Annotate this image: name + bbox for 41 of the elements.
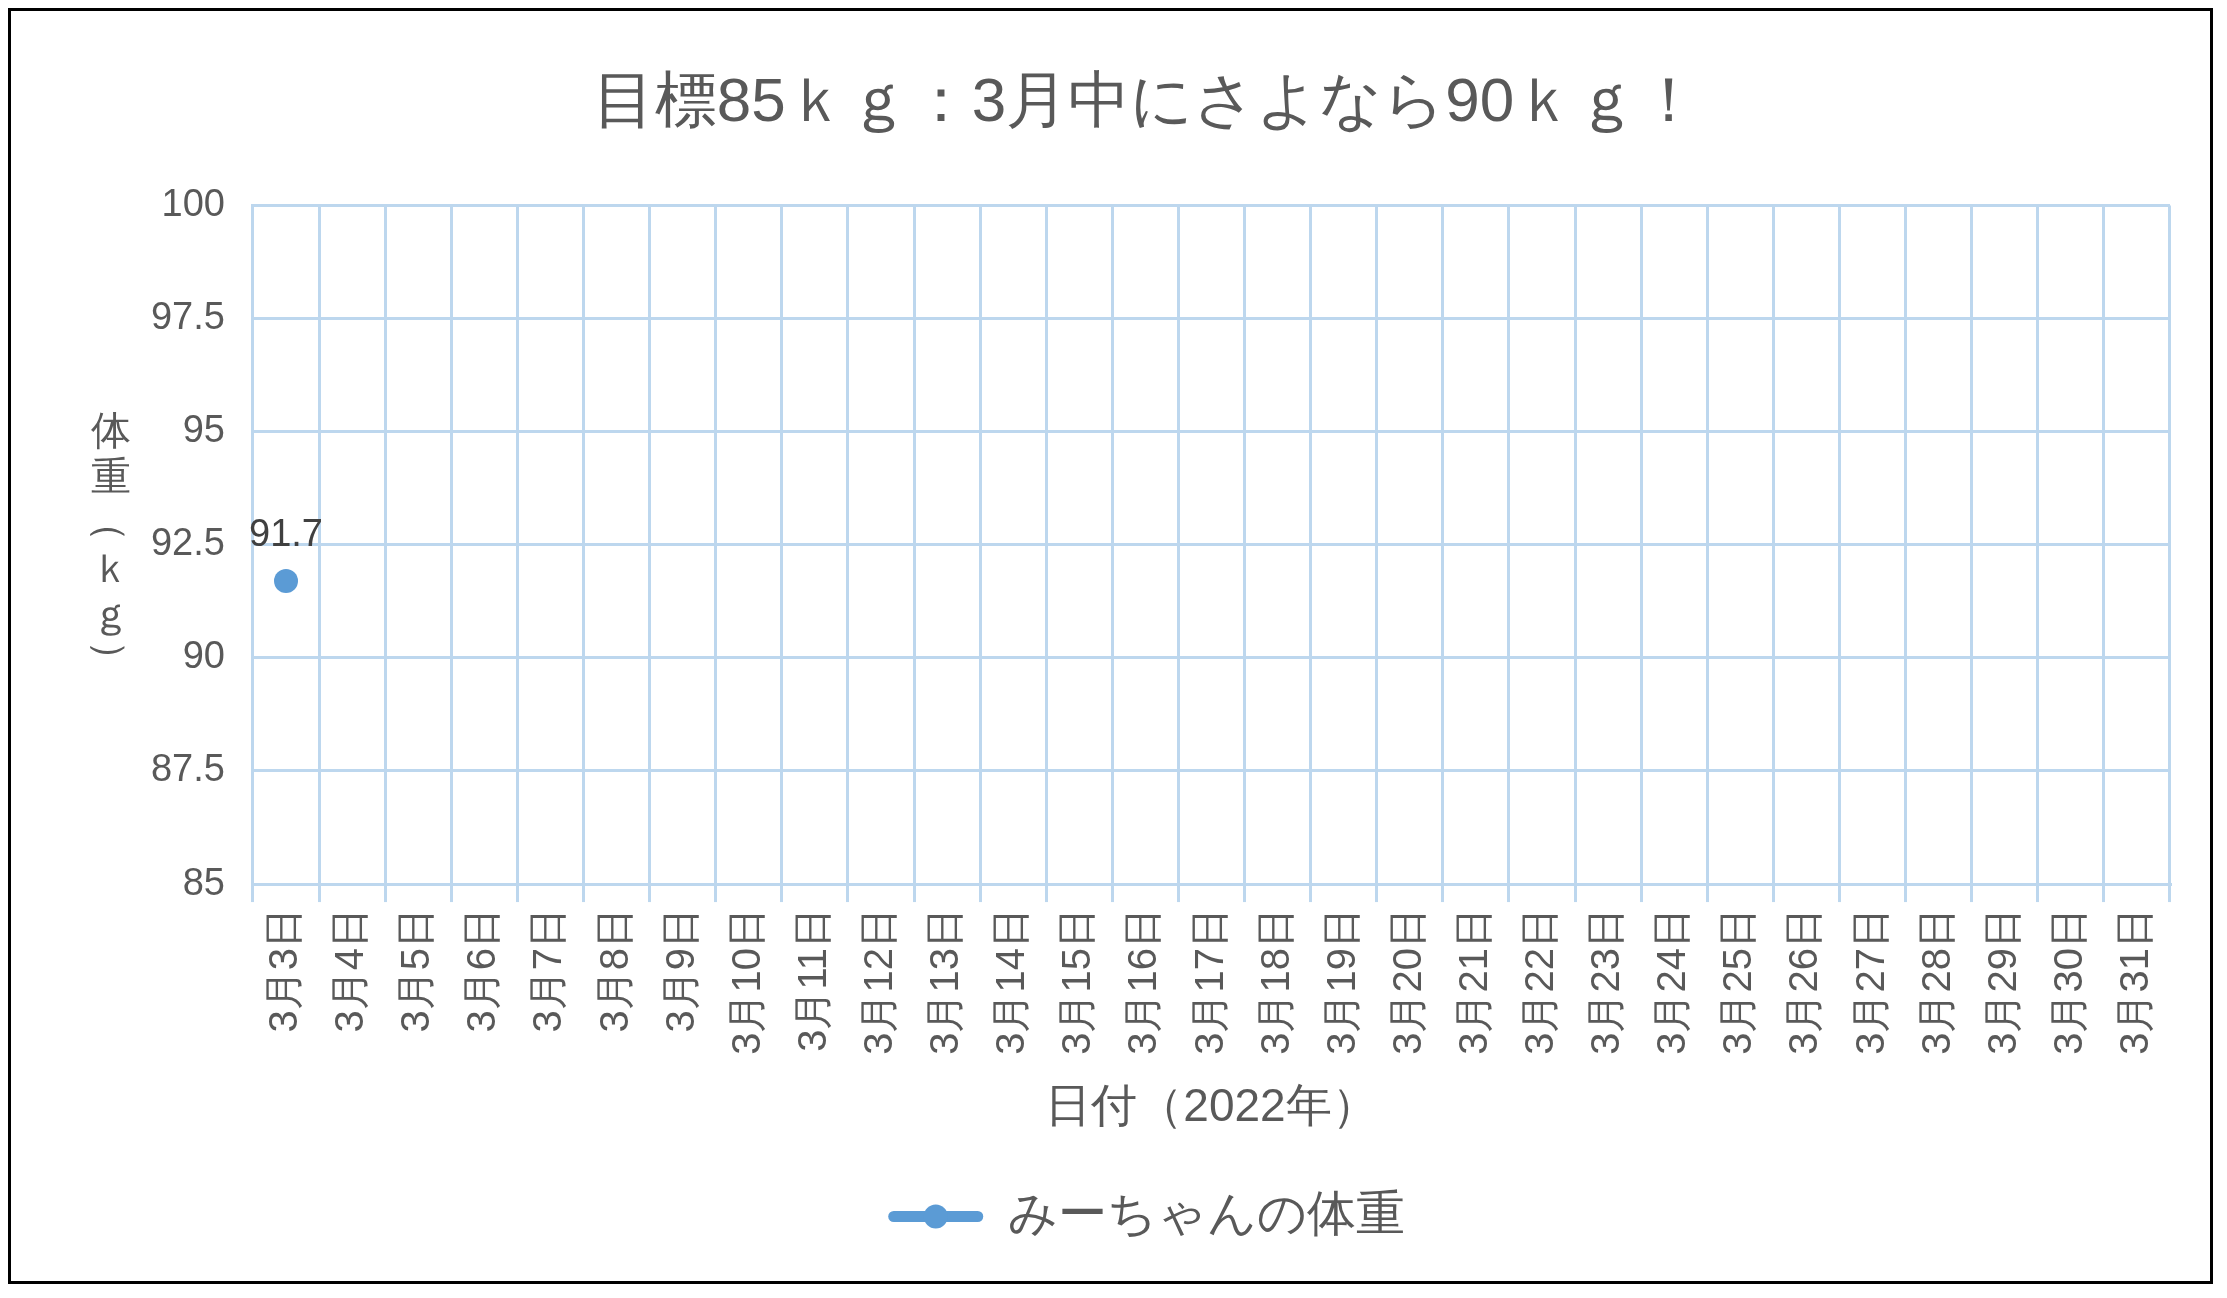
x-tick-label: 3月29日 [1979, 908, 2024, 1055]
y-tick-label: 87.5 [150, 747, 225, 790]
y-tick-label: 90 [182, 634, 225, 677]
x-tick-label: 3月31日 [2111, 908, 2156, 1055]
x-tick-label: 3月9日 [657, 908, 702, 1033]
data-label: 91.7 [249, 512, 323, 555]
x-tick-label: 3月4日 [327, 908, 372, 1033]
y-tick-label: 95 [182, 408, 225, 451]
x-tick-label: 3月6日 [459, 908, 504, 1033]
x-tick-label: 3月27日 [1847, 908, 1892, 1055]
x-tick-label: 3月3日 [261, 908, 306, 1033]
x-tick-label: 3月13日 [922, 908, 967, 1055]
chart-title: 目標85ｋｇ：3月中にさよなら90ｋｇ！ [592, 65, 1701, 135]
y-tick-label: 92.5 [150, 521, 225, 564]
x-tick-label: 3月20日 [1384, 908, 1429, 1055]
x-tick-label: 3月16日 [1120, 908, 1165, 1055]
x-tick-label: 3月23日 [1583, 908, 1628, 1055]
x-tick-label: 3月26日 [1781, 908, 1826, 1055]
x-tick-label: 3月17日 [1186, 908, 1231, 1055]
x-tick-label: 3月28日 [1913, 908, 1958, 1055]
x-tick-label: 3月18日 [1252, 908, 1297, 1055]
x-tick-label: 3月5日 [393, 908, 438, 1033]
y-axis-title: 体重（ｋｇ） [88, 406, 134, 682]
x-tick-label: 3月12日 [855, 908, 900, 1055]
y-tick-label: 100 [161, 181, 225, 224]
x-tick-label: 3月7日 [525, 908, 570, 1033]
x-tick-label: 3月30日 [2045, 908, 2090, 1055]
y-tick-label: 97.5 [150, 294, 225, 337]
x-tick-label: 3月25日 [1715, 908, 1760, 1055]
x-tick-label: 3月11日 [789, 908, 834, 1052]
x-tick-label: 3月14日 [988, 908, 1033, 1055]
x-tick-label: 3月22日 [1517, 908, 1562, 1055]
x-tick-label: 3月8日 [591, 908, 636, 1033]
x-tick-label: 3月19日 [1318, 908, 1363, 1055]
y-tick-label: 85 [182, 860, 225, 903]
x-tick-label: 3月15日 [1054, 908, 1099, 1055]
x-axis-title: 日付（2022年） [1045, 1079, 1378, 1132]
x-tick-label: 3月24日 [1649, 908, 1694, 1055]
x-tick-label: 3月10日 [723, 908, 768, 1055]
legend-label: みーちゃんの体重 [1008, 1186, 1406, 1241]
x-tick-label: 3月21日 [1450, 908, 1495, 1055]
